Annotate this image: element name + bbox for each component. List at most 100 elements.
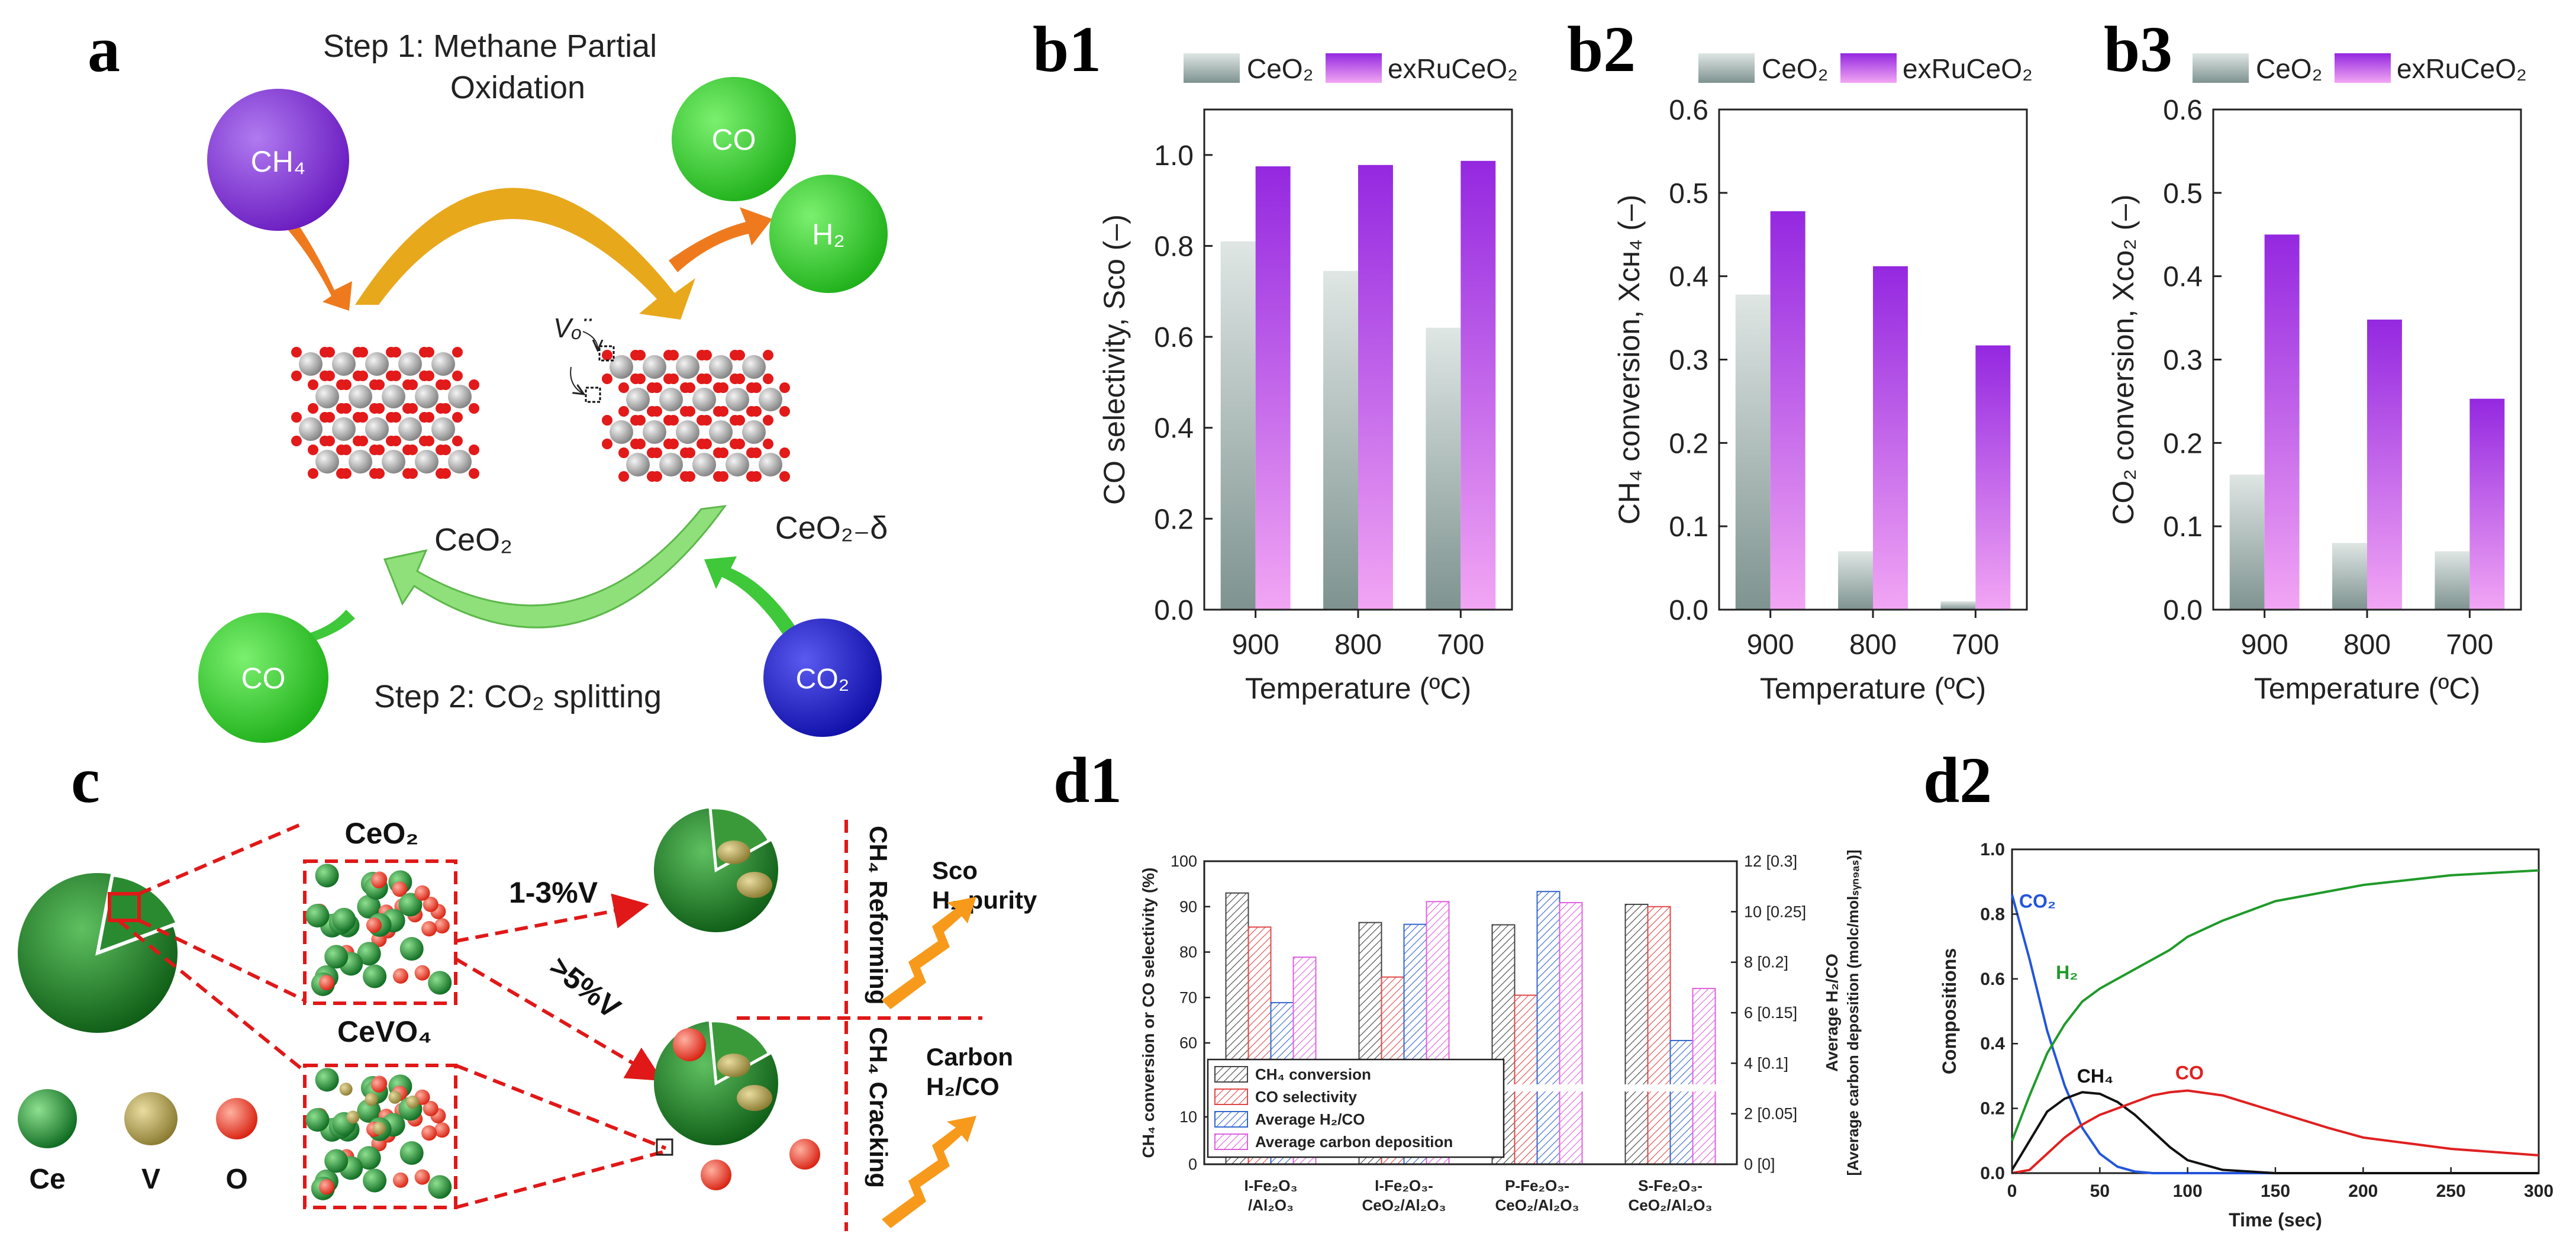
ceo2-o-atom <box>424 371 434 381</box>
product-output-arrow <box>669 207 772 272</box>
y-axis-label: CO₂ conversion, Xᴄᴏ₂ (–) <box>2107 194 2140 524</box>
panel-label-b2: b2 <box>1567 13 1636 85</box>
ceo2-o-atom <box>357 436 368 446</box>
ceo2-delta-o-atom <box>763 415 773 426</box>
ceo2-delta-ce-atom <box>759 388 782 411</box>
legend-swatch-ceo2 <box>2193 53 2249 83</box>
vacancy-pointer-1 <box>582 331 598 349</box>
h2-purity-label: H₂ purity <box>932 886 1037 914</box>
ceo2-delta-o-atom <box>618 471 629 482</box>
legend-label-d1-2: Average H₂/CO <box>1255 1110 1365 1128</box>
vacancy-box-1 <box>598 345 615 362</box>
ceo2-delta-ce-atom <box>742 355 766 379</box>
y-tick-label: 0.4 <box>1154 413 1194 445</box>
y-left-axis-label: CH₄ conversion or CO selectivity (%) <box>1139 867 1158 1158</box>
cevo4-box-ce-atom <box>363 1168 387 1193</box>
ceo2-o-atom <box>440 379 451 390</box>
h2-sphere <box>769 175 888 293</box>
ceo2-delta-ce-atom <box>626 453 650 476</box>
line-d2-series0 <box>2011 894 2539 1174</box>
reforming-v-domain-1 <box>717 840 750 864</box>
bar-b3-ceo2-700 <box>2435 551 2470 610</box>
y-tick-label: 0.6 <box>1669 95 1708 126</box>
oxygen-vacancy-label: Vₒ¨ <box>553 313 592 343</box>
ceo2-o-atom <box>407 379 418 390</box>
y-left-tick-label: 10 <box>1179 1108 1197 1126</box>
ceo2-delta-o-atom <box>779 447 790 458</box>
cevo4-atoms <box>305 1068 452 1200</box>
cevo4-link-bottom <box>455 1149 666 1209</box>
legend-v-atom <box>124 1092 178 1145</box>
ceo2-box-o-atom <box>423 896 439 912</box>
y-right-tick-label: 0 [0] <box>1744 1155 1775 1173</box>
y-axis-label: CH₄ conversion, Xᴄʜ₄ (–) <box>1613 195 1646 524</box>
y-tick-label: 0.1 <box>2163 511 2203 543</box>
y-tick-label: 0.8 <box>1980 904 2005 924</box>
y-tick-label: 0.2 <box>2163 428 2203 459</box>
ceo2-o-atom <box>391 436 401 446</box>
ceo2-delta-o-atom <box>751 406 762 417</box>
ceo2-delta-o-atom <box>652 447 662 458</box>
bar-b2-ceo2-700 <box>1940 601 1976 610</box>
ceo2-delta-o-atom <box>668 439 679 449</box>
ceo2-box-o-atom <box>392 881 408 897</box>
ceo2-o-atom <box>391 371 401 381</box>
ceo2-delta-o-atom <box>718 447 728 458</box>
bar-b3-exruceo2-900 <box>2264 234 2300 610</box>
ceo2-box-ce-atom <box>357 894 381 919</box>
reforming-v-domain-2 <box>737 872 772 898</box>
ceo2-box-ce-atom <box>398 893 423 917</box>
x-tick-label: 800 <box>1849 629 1897 661</box>
ceo2-o-atom <box>407 468 418 479</box>
ceo2-delta-o-atom <box>779 382 790 393</box>
step2-curved-arrow <box>383 505 727 629</box>
x-tick-label-line2: CeO₂/Al₂O₃ <box>1495 1196 1579 1214</box>
bar-d1-series2-cat2 <box>1536 891 1561 1165</box>
ceo2-delta-o-atom <box>701 373 712 384</box>
ceo2-box-o-atom <box>392 968 408 984</box>
ceo2-o-atom <box>374 468 385 479</box>
ceo2-delta-o-atom <box>618 406 629 417</box>
ceo2-o-atom <box>291 371 302 381</box>
ceo2-o-atom <box>308 468 318 479</box>
ceo2-ce-atom <box>315 385 339 408</box>
legend-swatch-ceo2 <box>1184 53 1240 83</box>
x-tick-label-line1: P-Fe₂O₃- <box>1505 1177 1569 1194</box>
legend-label-exruceo2: exRuCeO₂ <box>1903 53 2033 84</box>
ceo2-ce-atom <box>448 450 472 474</box>
ceo2-o-atom <box>391 412 401 423</box>
ceo2-delta-o-atom <box>751 471 762 482</box>
ceo2-o-atom <box>324 371 335 381</box>
y-tick-label: 1.0 <box>1980 840 2005 859</box>
chart-d2-composition-lines: 0 50 100 150 200 250 300 0.0 0.2 0.4 0.6 0.8 1.0 Time… <box>1939 840 2554 1231</box>
ceo2-delta-o-atom <box>668 415 679 426</box>
line-d2-series1 <box>2011 869 2539 1142</box>
ceo2-ce-atom <box>448 385 472 408</box>
bar-b2-ceo2-900 <box>1735 294 1771 610</box>
ceo2-box-o-atom <box>366 917 382 933</box>
legend-label-d1-1: CO selectivity <box>1255 1088 1358 1106</box>
legend-swatch-exruceo2 <box>1840 53 1897 83</box>
y-tick-label: 0.4 <box>1669 262 1708 293</box>
ceo2-o-atom <box>391 347 401 358</box>
ceo2-box-o-atom <box>421 921 437 937</box>
ceo2-o-atom <box>407 403 418 414</box>
y-tick-label: 0.0 <box>1669 595 1708 626</box>
y-tick-label: 0.3 <box>2163 345 2203 376</box>
bar-d1-series2-cat3 <box>1669 1039 1694 1165</box>
y-left-tick-label: 90 <box>1179 898 1197 916</box>
ceo2-delta-ce-atom <box>659 388 683 411</box>
chart-b3-co2-conversion: 900 800 700 0.0 0.1 0.2 0.3 0.4 0.5 0.6 Temperatur… <box>2107 53 2527 705</box>
ceo2-delta-o-atom <box>602 415 612 426</box>
ceo2-delta-o-atom <box>734 373 745 384</box>
ceo2-delta-o-atom <box>763 373 773 384</box>
ceo2-o-atom <box>424 412 434 423</box>
y-right-tick-label: 12 [0.3] <box>1744 852 1797 870</box>
carbon-label: Carbon <box>926 1043 1013 1071</box>
cevo4-box-o-atom <box>370 1077 386 1093</box>
y-left-tick-label: 100 <box>1171 852 1197 870</box>
ceo2-delta-crystal-lattice <box>602 350 790 482</box>
legend-label-exruceo2: exRuCeO₂ <box>1388 53 1518 84</box>
ceo2-o-atom <box>424 436 434 446</box>
low-v-label: 1-3%V <box>509 876 598 909</box>
